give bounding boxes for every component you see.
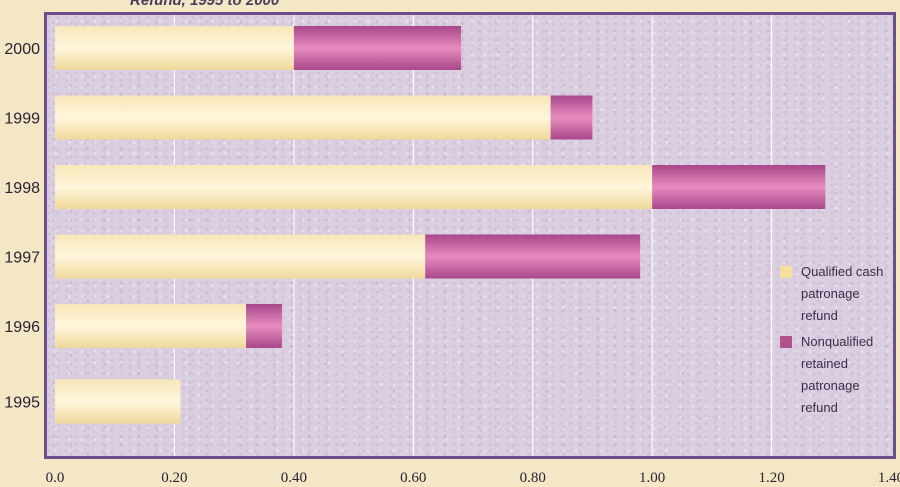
x-tick-label: 0.0 [46, 470, 65, 486]
x-tick-label: 1.00 [639, 470, 665, 486]
x-tick-label: 1.40 [878, 470, 900, 486]
legend-label: retained [801, 356, 848, 371]
legend-swatch-nonqualified [780, 336, 792, 348]
bar-qualified-1999 [55, 95, 551, 140]
bar-qualified-1995 [55, 379, 181, 424]
x-tick-label: 0.80 [520, 470, 546, 486]
legend-label: refund [801, 308, 838, 323]
legend-label: patronage [801, 378, 860, 393]
bar-nonqualified-1998 [652, 165, 826, 209]
bar-qualified-2000 [55, 26, 294, 70]
y-tick-label-2000: 2000 [4, 41, 40, 58]
bar-qualified-1998 [55, 165, 653, 209]
legend-swatch-qualified [780, 266, 792, 278]
legend-label: Nonqualified [801, 334, 873, 349]
y-tick-label-1999: 1999 [4, 111, 40, 128]
bar-qualified-1996 [55, 304, 247, 348]
y-tick-label-1996: 1996 [4, 319, 40, 336]
legend-label: patronage [801, 286, 860, 301]
y-tick-label-1997: 1997 [4, 250, 40, 267]
x-tick-label: 1.20 [758, 470, 784, 486]
bar-nonqualified-1996 [246, 304, 282, 348]
bar-nonqualified-1997 [425, 234, 641, 279]
y-tick-label-1998: 1998 [4, 180, 40, 197]
y-tick-label-1995: 1995 [4, 395, 40, 412]
bar-nonqualified-2000 [293, 26, 462, 70]
bar-qualified-1997 [55, 234, 426, 279]
plot-area [44, 12, 896, 459]
x-tick-label: 0.40 [281, 470, 307, 486]
chart-title-fragment: Refund, 1995 to 2000 [130, 0, 280, 9]
legend-label: refund [801, 400, 838, 415]
x-tick-label: 0.20 [161, 470, 187, 486]
legend-label: Qualified cash [801, 264, 883, 279]
x-tick-label: 0.60 [400, 470, 426, 486]
bar-nonqualified-1999 [550, 95, 593, 140]
